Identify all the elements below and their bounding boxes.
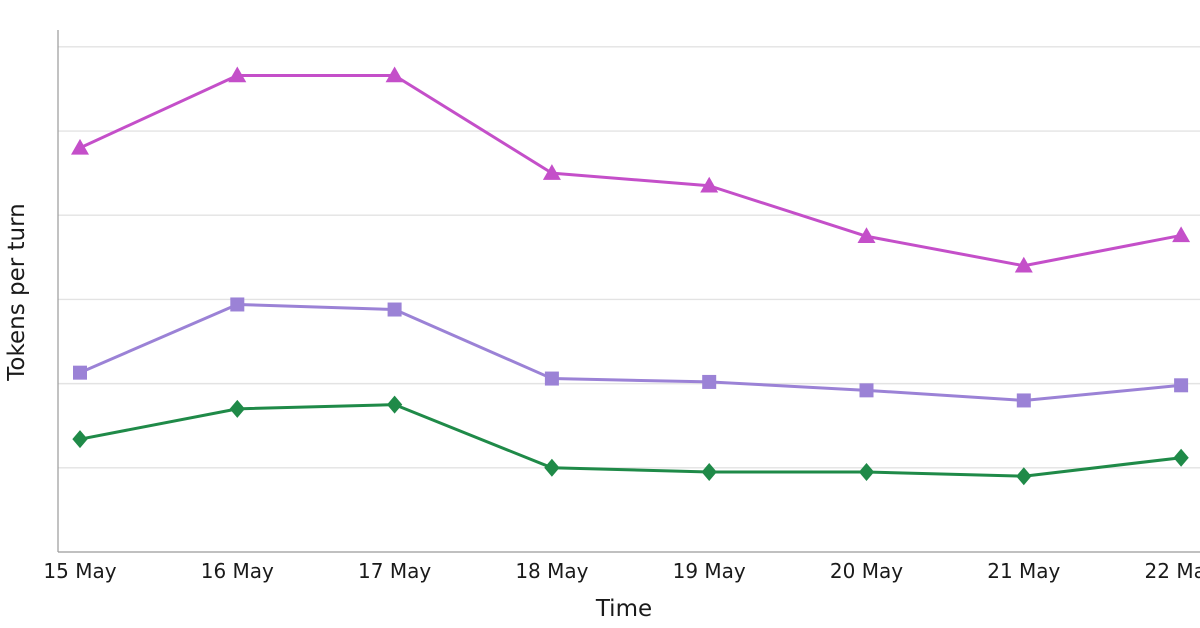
- data-point-square: [702, 374, 717, 389]
- series-3: [72, 395, 1189, 486]
- x-tick-labels: 15 May 16 May 17 May 18 May 19 May 20 May 21 M…: [43, 559, 1200, 583]
- series-layer: [71, 66, 1191, 486]
- x-tick-label: 19 May: [673, 559, 746, 583]
- series-1: [71, 66, 1191, 273]
- data-point-square: [859, 383, 874, 398]
- data-point-square: [1174, 378, 1189, 393]
- x-axis-title: Time: [595, 596, 652, 622]
- x-tick-label: 20 May: [830, 559, 903, 583]
- x-tick-label: 15 May: [43, 559, 116, 583]
- x-tick-label: 16 May: [201, 559, 274, 583]
- data-point-square: [73, 365, 87, 380]
- series-line: [78, 73, 1183, 268]
- x-tick-label: 18 May: [515, 559, 588, 583]
- data-point-square: [387, 302, 402, 317]
- x-tick-label: 17 May: [358, 559, 431, 583]
- data-point-diamond: [1016, 467, 1032, 486]
- x-tick-label: 21 May: [987, 559, 1060, 583]
- data-point-triangle: [1014, 256, 1033, 273]
- data-point-square: [230, 297, 245, 312]
- axes: [57, 30, 1200, 553]
- data-point-diamond: [701, 463, 717, 482]
- series-2: [73, 297, 1189, 408]
- data-point-square: [544, 371, 559, 386]
- data-point-diamond: [858, 463, 875, 482]
- data-point-square: [1016, 393, 1031, 408]
- series-line: [78, 302, 1183, 402]
- data-point-triangle: [1172, 226, 1191, 243]
- data-point-triangle: [857, 227, 876, 244]
- data-point-triangle: [385, 66, 404, 83]
- y-axis-title: Tokens per turn: [4, 203, 30, 381]
- series-line: [78, 403, 1183, 478]
- x-tick-label: 22 May: [1145, 559, 1200, 583]
- grid-lines: [58, 46, 1200, 469]
- data-point-triangle: [700, 176, 719, 193]
- data-point-triangle: [228, 66, 247, 83]
- data-point-triangle: [542, 164, 561, 180]
- data-point-diamond: [229, 399, 245, 418]
- data-point-diamond: [72, 430, 88, 449]
- data-point-diamond: [386, 395, 403, 414]
- data-point-diamond: [1173, 448, 1189, 467]
- data-point-triangle: [71, 138, 89, 155]
- data-point-diamond: [544, 458, 560, 477]
